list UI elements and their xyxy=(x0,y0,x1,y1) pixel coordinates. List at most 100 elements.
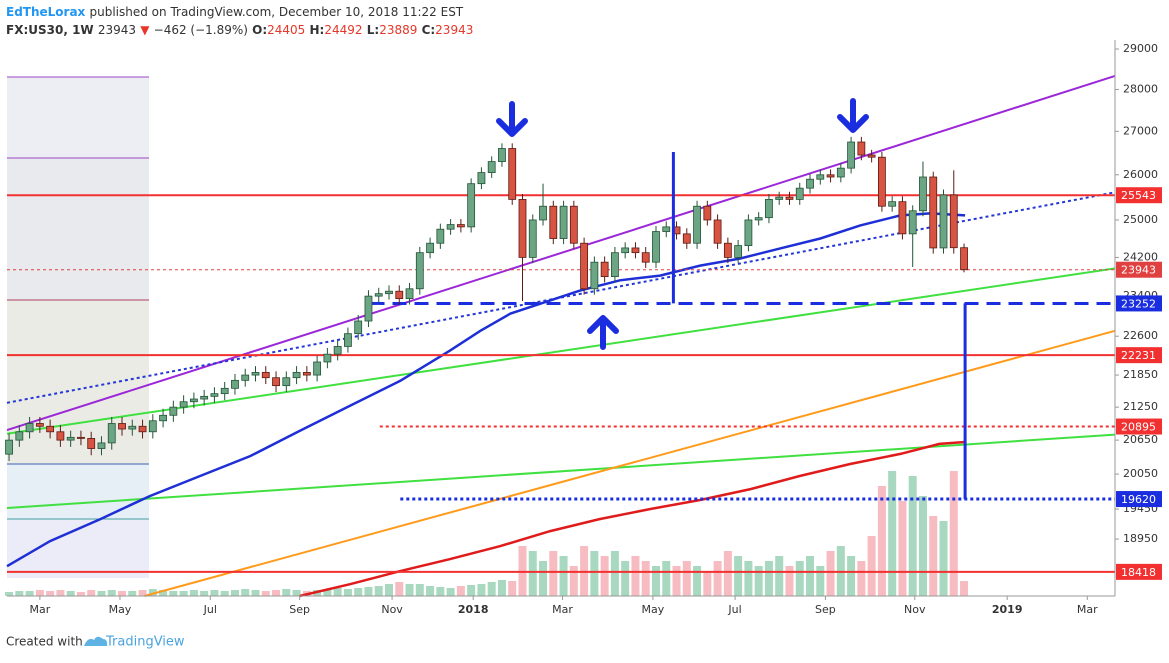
candle-body xyxy=(272,377,280,387)
candle-body xyxy=(282,377,291,387)
volume-bar xyxy=(323,589,332,596)
candle-body xyxy=(220,387,229,395)
volume-bar xyxy=(25,591,34,596)
volume-bar xyxy=(415,584,424,596)
y-tick-label: 22600 xyxy=(1123,329,1158,342)
l: 23889 xyxy=(379,23,417,37)
candle-body xyxy=(46,425,55,433)
y-tick-label: 27000 xyxy=(1123,124,1158,137)
candle-body xyxy=(528,219,537,258)
volume-bar xyxy=(949,471,958,596)
x-tick-label: Jul xyxy=(727,603,741,616)
volume-bar xyxy=(508,581,517,596)
volume-bar xyxy=(241,589,250,596)
candle-body xyxy=(169,406,178,416)
volume-bar xyxy=(261,591,270,596)
l-label: L: xyxy=(367,23,379,37)
volume-bar xyxy=(138,590,147,596)
volume-bar xyxy=(826,551,835,596)
candle-body xyxy=(857,141,866,156)
trendline xyxy=(6,433,1116,509)
candle-body xyxy=(580,242,589,290)
logo xyxy=(84,636,108,646)
volume-bar xyxy=(436,587,445,596)
candle-body xyxy=(333,346,342,355)
candle-body xyxy=(908,210,917,235)
candle-body xyxy=(148,420,157,433)
level-label: 23252 xyxy=(1121,297,1156,310)
h: 24492 xyxy=(324,23,362,37)
volume-bar xyxy=(97,591,106,596)
candle-body xyxy=(323,353,332,363)
volume-bar xyxy=(693,566,702,596)
candle-body xyxy=(415,252,424,290)
footer-brand[interactable]: TradingView xyxy=(105,635,185,650)
volume-bar xyxy=(960,581,969,596)
down-arrow xyxy=(837,98,869,133)
candle-body xyxy=(949,194,958,249)
candle-body xyxy=(138,425,147,433)
candle-body xyxy=(867,154,876,158)
volume-bar xyxy=(477,584,486,596)
volume-bar xyxy=(723,551,732,596)
y-tick-label: 28000 xyxy=(1123,82,1158,95)
candle-body xyxy=(354,320,363,335)
trendline xyxy=(144,329,1116,597)
level-label: 20895 xyxy=(1121,421,1156,434)
candle-body xyxy=(539,205,547,221)
volume-bar xyxy=(118,591,127,596)
header-line: EdTheLorax published on TradingView.com,… xyxy=(6,5,464,19)
axes: 2900028000270002600025000242002340022600… xyxy=(29,42,1162,616)
volume-bar xyxy=(384,584,393,596)
candle-body xyxy=(723,242,732,258)
volume-bar xyxy=(641,561,650,596)
symbol: FX:US30, 1W xyxy=(6,23,94,37)
candle-body xyxy=(118,423,126,430)
arrows xyxy=(496,98,869,350)
volume-bar xyxy=(179,591,188,596)
volume-bar xyxy=(467,585,476,596)
x-tick-label: Nov xyxy=(381,603,403,616)
candle-body xyxy=(713,219,722,244)
candle-body xyxy=(467,183,476,228)
candle-body xyxy=(898,201,907,235)
x-tick-label: May xyxy=(642,603,665,616)
candle-body xyxy=(785,196,794,200)
candle-body xyxy=(508,148,517,200)
zone xyxy=(7,464,149,519)
candle-body xyxy=(826,174,835,178)
volume-bar xyxy=(877,486,886,596)
candle-body xyxy=(600,261,609,278)
candle-body xyxy=(754,217,763,221)
candle-body xyxy=(765,199,773,219)
candle-body xyxy=(929,176,938,249)
c-label: C: xyxy=(422,23,436,37)
volume-bar xyxy=(600,556,609,596)
volume-bar xyxy=(354,588,363,596)
candle-body xyxy=(210,393,219,397)
candle-body xyxy=(189,398,198,403)
volume-bar xyxy=(200,591,209,596)
volume-bar xyxy=(754,566,763,596)
x-tick-label: May xyxy=(109,603,132,616)
volume-bar xyxy=(497,580,506,596)
volume-bar xyxy=(847,556,856,596)
candle-body xyxy=(5,439,13,455)
volume-bar xyxy=(898,501,907,596)
arrow: ▼ xyxy=(140,23,150,37)
candle-body xyxy=(641,252,650,263)
candle-body xyxy=(693,205,701,244)
level-label-box xyxy=(1116,563,1162,580)
volume-bar xyxy=(662,561,671,596)
candle-body xyxy=(436,228,445,244)
volume-bar xyxy=(282,589,291,596)
price: 23943 xyxy=(98,23,136,37)
candle-body xyxy=(775,196,784,200)
volume-bar xyxy=(569,566,578,596)
candle-body xyxy=(66,436,75,441)
candle-body xyxy=(77,436,85,439)
volume-bar xyxy=(929,516,938,596)
candle-body xyxy=(590,261,599,290)
